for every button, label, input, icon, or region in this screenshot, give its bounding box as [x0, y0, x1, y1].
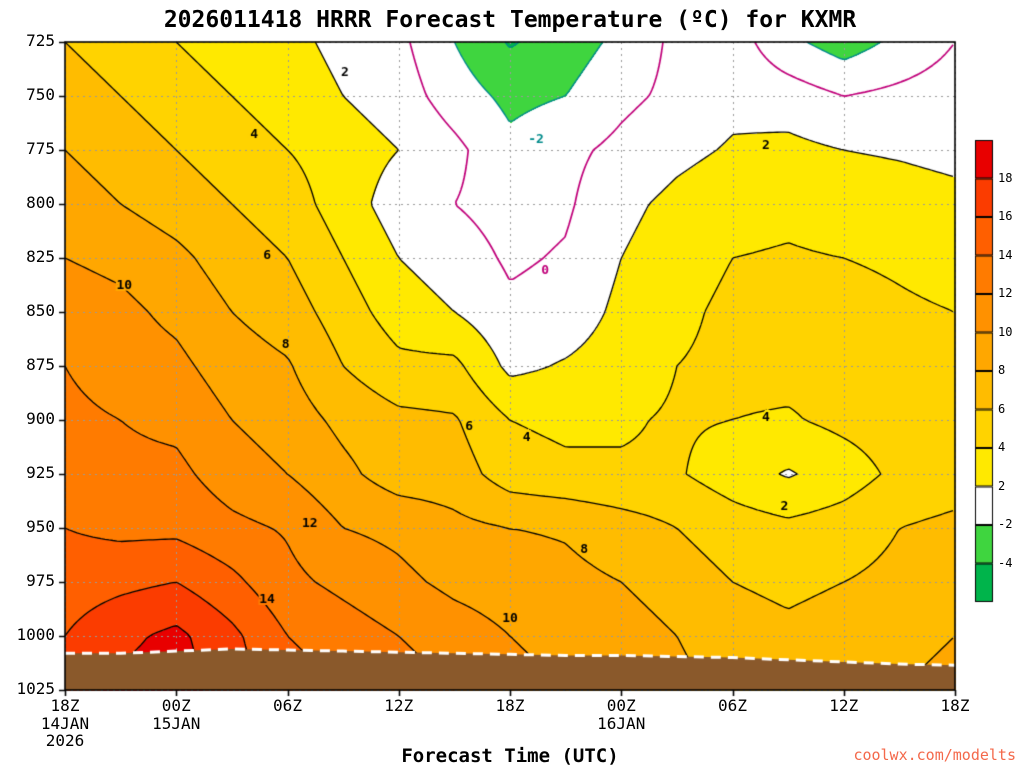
x-tick-label: 18Z [495, 696, 525, 715]
y-tick-label: 1000 [16, 625, 55, 644]
colorbar-tick-label: 16 [998, 209, 1013, 223]
colorbar-tick-label: -2 [998, 517, 1013, 531]
x-date-label: 16JAN [597, 714, 646, 733]
x-tick-label: 00Z [606, 696, 636, 715]
colorbar-tick-label: 4 [998, 440, 1006, 454]
y-tick-label: 850 [26, 301, 55, 320]
x-tick-label: 06Z [273, 696, 302, 715]
y-tick-label: 725 [26, 31, 55, 50]
y-tick-label: 800 [26, 193, 55, 212]
colorbar-tick-label: 2 [998, 478, 1006, 493]
y-tick-label: 950 [26, 517, 55, 536]
colorbar-tick-label: -4 [998, 555, 1013, 570]
y-tick-label: 775 [26, 139, 55, 158]
x-tick-label: 00Z [161, 696, 191, 715]
colorbar-tick-label: 10 [998, 324, 1013, 339]
y-tick-label: 825 [26, 247, 55, 266]
x-date-label: 2026 [45, 731, 85, 750]
y-tick-label: 1025 [16, 679, 55, 698]
y-tick-label: 975 [26, 571, 55, 590]
colorbar-tick-label: 6 [998, 401, 1006, 416]
x-tick-label: 18Z [50, 696, 80, 715]
y-tick-label: 900 [26, 409, 55, 428]
y-tick-label: 925 [26, 463, 55, 482]
x-date-label: 15JAN [152, 714, 201, 733]
watermark-link[interactable]: coolwx.com/modelts [853, 746, 1016, 764]
x-tick-label: 12Z [829, 696, 859, 715]
colorbar-tick-label: 8 [998, 363, 1006, 377]
colorbar-tick-label: 12 [998, 286, 1013, 300]
x-axis-title: Forecast Time (UTC) [401, 745, 619, 767]
y-tick-label: 875 [26, 355, 55, 374]
colorbar-tick-label: 18 [998, 170, 1013, 185]
x-tick-label: 12Z [384, 696, 414, 715]
x-tick-label: 18Z [940, 696, 970, 715]
y-tick-label: 750 [26, 85, 55, 104]
x-date-label: 14JAN [40, 714, 90, 733]
colorbar-tick-label: 14 [998, 247, 1013, 262]
x-tick-label: 06Z [718, 696, 747, 715]
